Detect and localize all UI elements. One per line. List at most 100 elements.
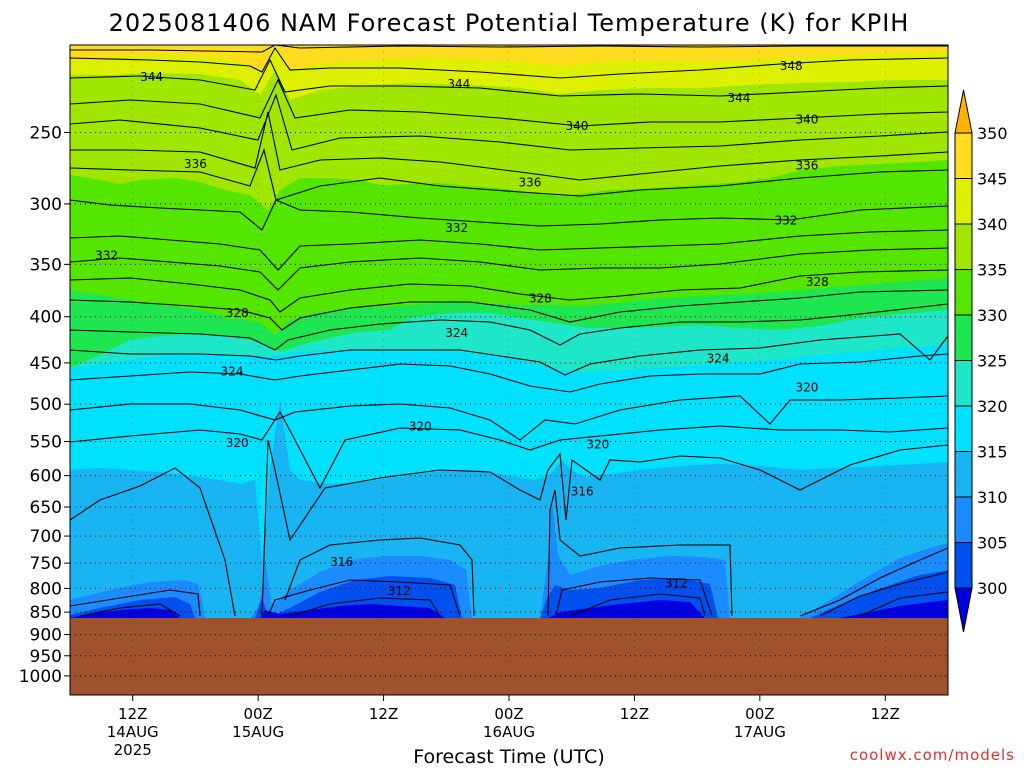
- x-tick-year: 2025: [114, 741, 152, 759]
- colorbar-segment: [954, 132, 973, 179]
- contour-label: 324: [707, 351, 730, 365]
- y-tick-label: 900: [30, 626, 62, 646]
- contour-label: 328: [226, 306, 249, 320]
- contour-320c: [70, 410, 948, 490]
- y-tick-label: 450: [30, 354, 62, 374]
- contour-label: 316: [330, 555, 353, 569]
- colorbar-label: 320: [977, 397, 1008, 416]
- chart-title: 2025081406 NAM Forecast Potential Temper…: [109, 9, 910, 37]
- colorbar-segment: [954, 496, 973, 543]
- colorbar: 300 305 310 315 320 325 330 335 340 345 350: [954, 89, 1008, 633]
- contour-low-3: [569, 593, 706, 617]
- contour-label: 312: [665, 576, 688, 590]
- credit-link[interactable]: coolwx.com/models: [850, 746, 1015, 764]
- colorbar-segment: [954, 314, 973, 361]
- contour-340b: [70, 93, 948, 151]
- y-tick-label: 800: [30, 579, 62, 599]
- contour-316d: [547, 489, 733, 617]
- contour-348: [70, 45, 948, 53]
- colorbar-label: 335: [977, 261, 1008, 280]
- contour-312e: [819, 571, 948, 617]
- contour-label: 316: [571, 485, 594, 499]
- contour-324a: [70, 303, 948, 351]
- colorbar-segment: [954, 269, 973, 316]
- colorbar-label: 310: [977, 488, 1008, 507]
- contour-label: 344: [727, 91, 750, 105]
- contour-low-4: [859, 591, 948, 617]
- contour-316b: [261, 439, 948, 617]
- y-tick-label: 300: [30, 195, 62, 215]
- contour-label: 348: [780, 59, 803, 73]
- x-tick-date: 14AUG: [107, 723, 159, 741]
- contour-label: 328: [529, 292, 552, 306]
- colorbar-segment: [954, 542, 973, 589]
- contour-label: 332: [775, 214, 798, 228]
- contour-332a: [70, 199, 948, 231]
- y-tick-label: 650: [30, 498, 62, 518]
- colorbar-segment: [954, 360, 973, 407]
- y-tick-label: 1000: [19, 667, 62, 687]
- x-tick-label: 00Z: [745, 705, 774, 723]
- colorbar-label: 350: [977, 124, 1008, 143]
- y-tick-label: 950: [30, 647, 62, 667]
- x-tick-date: 15AUG: [232, 723, 284, 741]
- contour-316a: [70, 467, 236, 617]
- y-tick-label: 700: [30, 527, 62, 547]
- x-tick-label: 12Z: [369, 705, 398, 723]
- contour-336a: [70, 111, 948, 181]
- contour-328b: [70, 289, 948, 331]
- y-tick-label: 850: [30, 603, 62, 623]
- contour-label: 336: [184, 157, 207, 171]
- contour-label: 344: [447, 77, 470, 91]
- y-tick-label: 400: [30, 308, 62, 328]
- colorbar-segment: [954, 451, 973, 498]
- contour-low-2: [289, 597, 441, 617]
- contour-label: 340: [565, 119, 588, 133]
- colorbar-segment: [954, 178, 973, 225]
- contour-label: 324: [221, 364, 244, 378]
- colorbar-low-arrow: [954, 587, 973, 633]
- contour-332b: [70, 229, 948, 271]
- x-tick-label: 00Z: [494, 705, 523, 723]
- x-tick-label: 12Z: [118, 705, 147, 723]
- x-tick-label: 12Z: [620, 705, 649, 723]
- colorbar-label: 300: [977, 579, 1008, 598]
- colorbar-label: 315: [977, 443, 1008, 462]
- y-tick-label: 750: [30, 554, 62, 574]
- contour-lines: [70, 45, 948, 617]
- colorbar-high-arrow: [954, 89, 973, 134]
- contour-312c: [555, 577, 713, 617]
- terrain-below-ground: [70, 618, 948, 695]
- contour-label: 320: [409, 419, 432, 433]
- contour-label: 332: [95, 248, 118, 262]
- x-axis-label: Forecast Time (UTC): [413, 746, 604, 768]
- y-tick-label: 350: [30, 255, 62, 275]
- plot-area: [70, 45, 948, 695]
- colorbar-label: 330: [977, 306, 1008, 325]
- contour-320a: [70, 353, 948, 393]
- contour-312a: [70, 589, 201, 617]
- y-tick-label: 500: [30, 395, 62, 415]
- contour-344b: [70, 58, 948, 97]
- contour-label: 320: [795, 380, 818, 394]
- contour-328a: [70, 269, 948, 313]
- colorbar-label: 305: [977, 534, 1008, 553]
- contour-324b: [70, 333, 948, 376]
- contour-344a: [70, 46, 948, 79]
- contour-332c: [70, 247, 948, 291]
- contour-label: 336: [518, 175, 541, 189]
- y-tick-label: 600: [30, 467, 62, 487]
- x-tick-label: 00Z: [243, 705, 272, 723]
- colorbar-label: 340: [977, 215, 1008, 234]
- x-tick-date: 16AUG: [483, 723, 535, 741]
- contour-336b: [70, 148, 948, 201]
- contour-316c: [284, 537, 475, 617]
- contour-312d: [799, 547, 948, 617]
- y-tick-label: 250: [30, 123, 62, 143]
- contour-label: 340: [795, 113, 818, 127]
- x-tick-date: 17AUG: [734, 723, 786, 741]
- x-tick-label: 12Z: [871, 705, 900, 723]
- contour-320b: [70, 395, 948, 441]
